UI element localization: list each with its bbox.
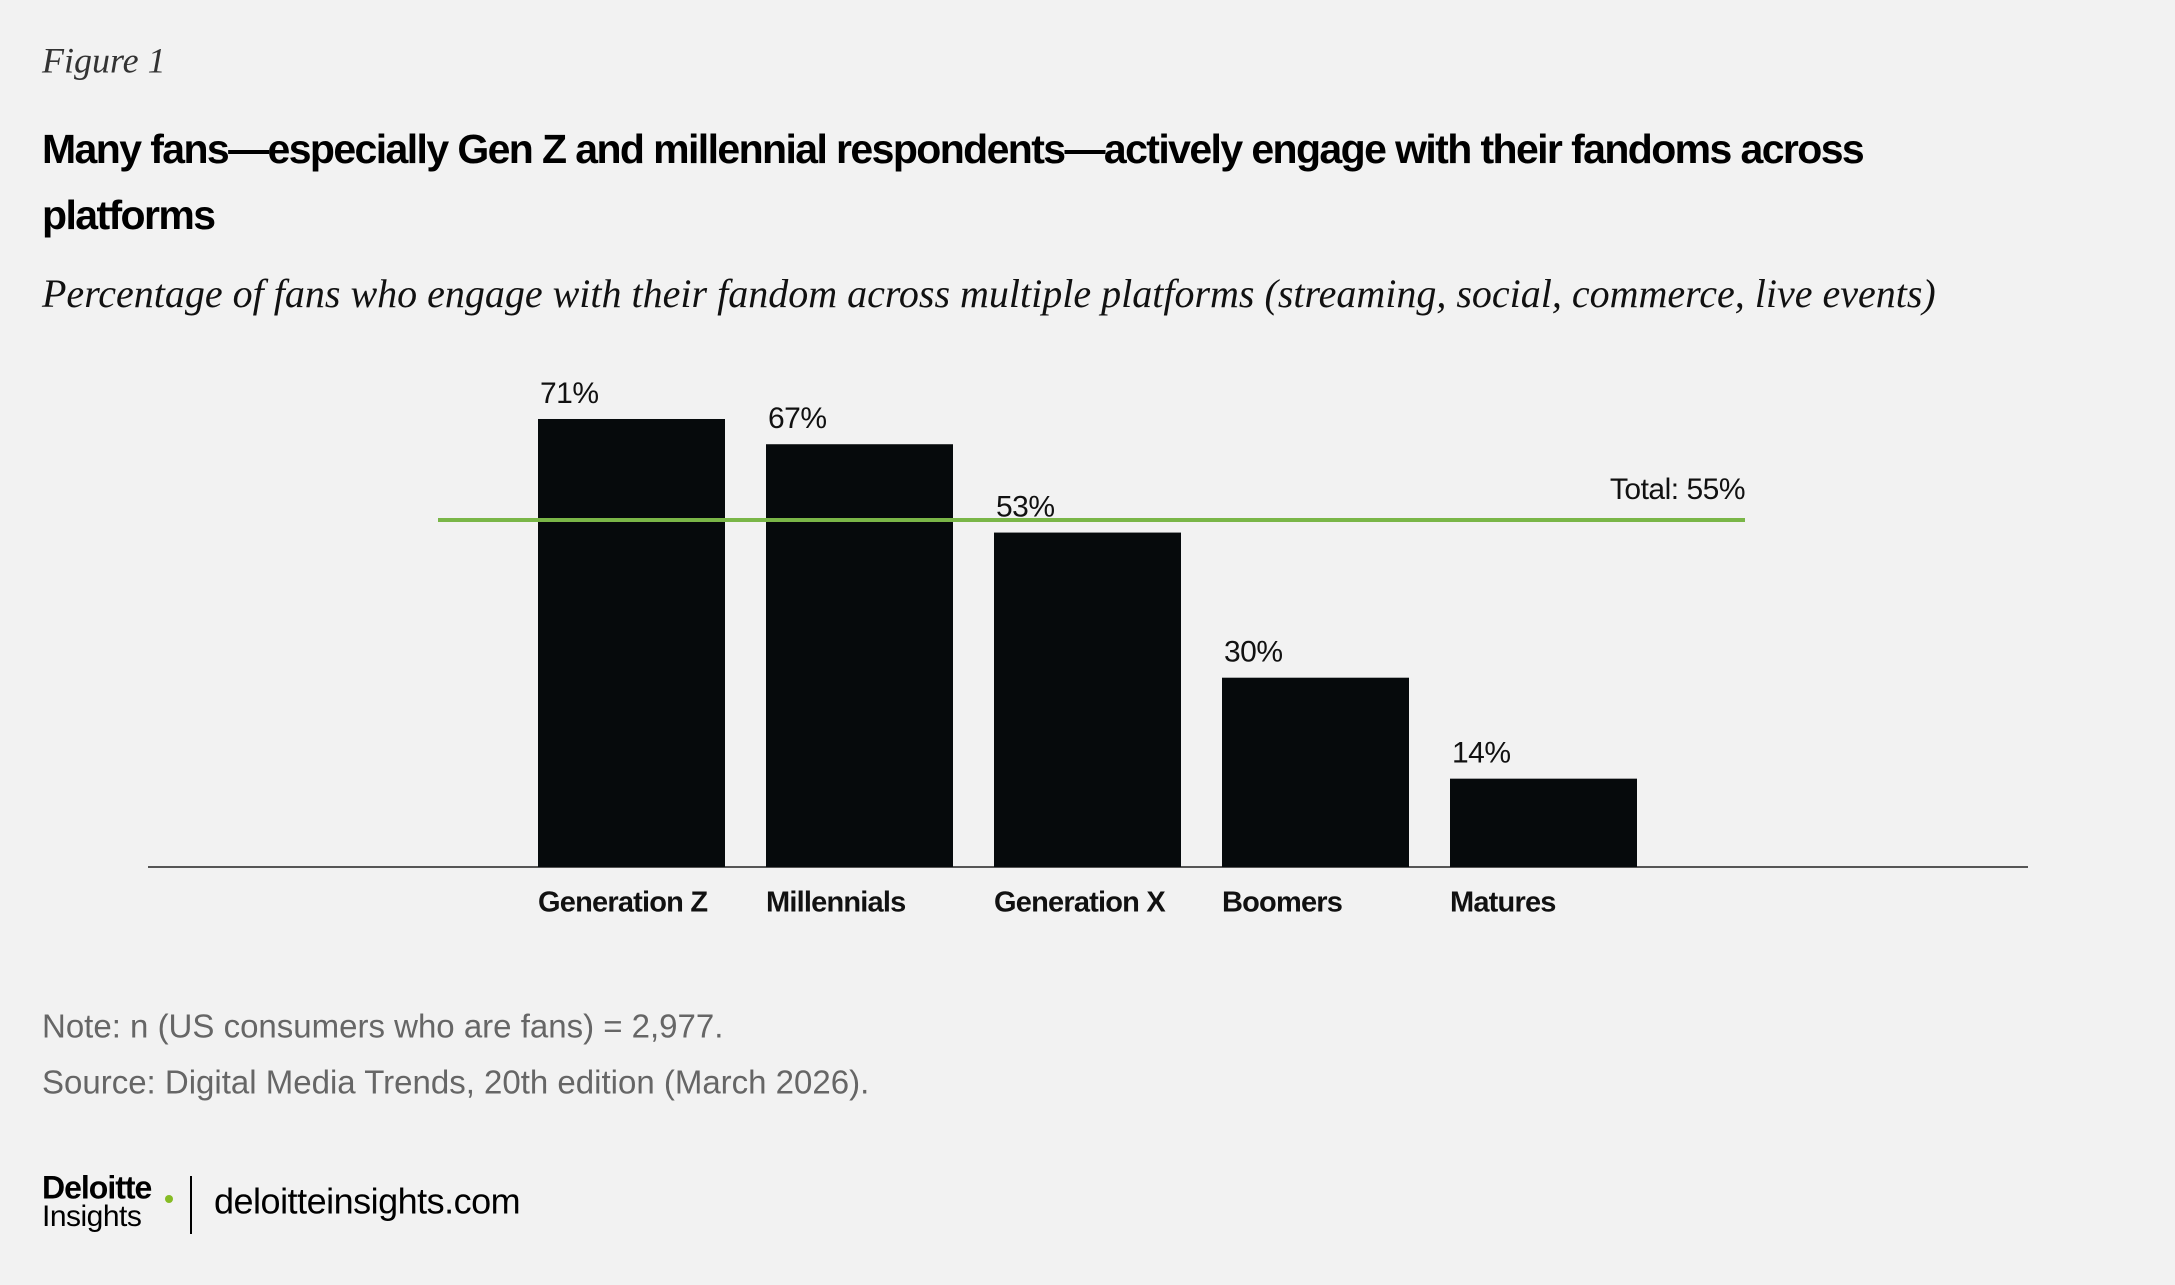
x-tick-label: Millennials [766, 887, 905, 919]
bar [1450, 778, 1637, 867]
reference-label: Total: 55% [1610, 473, 1745, 506]
chart-title: Many fans—especially Gen Z and millennia… [42, 126, 1865, 238]
bar [994, 532, 1181, 867]
x-tick-label: Boomers [1222, 887, 1342, 919]
chart-subtitle: Percentage of fans who engage with their… [41, 271, 1936, 316]
value-label: 14% [1452, 737, 1511, 770]
figure-label: Figure 1 [41, 40, 166, 80]
brand-dot [165, 1195, 173, 1203]
value-label: 30% [1224, 636, 1283, 669]
brand-sub: Insights [42, 1200, 141, 1233]
x-tick-label: Matures [1450, 887, 1556, 919]
brand: Deloitte [42, 1169, 152, 1205]
x-tick-label: Generation X [994, 887, 1166, 919]
value-label: 71% [540, 377, 599, 410]
note: Note: n (US consumers who are fans) = 2,… [42, 1008, 723, 1045]
source: Source: Digital Media Trends, 20th editi… [42, 1064, 869, 1101]
x-tick-label: Generation Z [538, 887, 707, 919]
value-label: 67% [768, 402, 827, 435]
bar [538, 418, 725, 867]
bar [766, 444, 953, 867]
bar [1222, 677, 1409, 867]
footer-url: deloitteinsights.com [214, 1181, 520, 1222]
